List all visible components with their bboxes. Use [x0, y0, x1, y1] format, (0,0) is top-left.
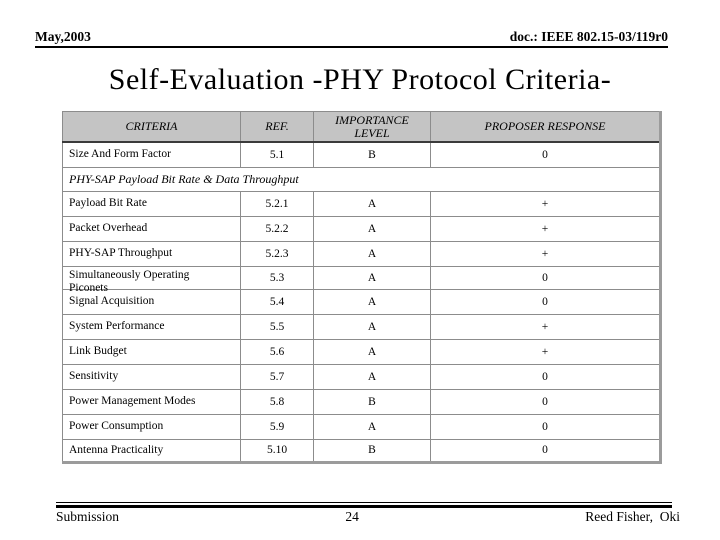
cell-criteria: Signal Acquisition — [62, 288, 241, 315]
cell-importance-level: A — [313, 338, 431, 365]
cell-importance-level: A — [313, 313, 431, 340]
cell-proposer-response: 0 — [430, 288, 661, 315]
table-row: Sensitivity 5.7 A 0 — [62, 363, 661, 390]
footer-submission-label: Submission — [56, 509, 120, 524]
cell-importance-level: A — [313, 190, 431, 217]
column-header-criteria: CRITERIA — [62, 111, 241, 143]
cell-criteria: Simultaneously Operating Piconets — [62, 265, 241, 294]
cell-importance-level: A — [313, 215, 431, 242]
section-header-label: PHY-SAP Payload Bit Rate & Data Throughp… — [62, 166, 661, 192]
page-title: Self-Evaluation -PHY Protocol Criteria- — [108, 63, 612, 96]
criteria-table: CRITERIA REF. IMPORTANCE LEVEL PROPOSER … — [62, 111, 662, 464]
cell-ref: 5.2.3 — [240, 240, 314, 267]
cell-proposer-response: + — [430, 190, 661, 217]
cell-ref: 5.6 — [240, 338, 314, 365]
footer-divider-thick-line — [56, 505, 672, 508]
cell-criteria: Sensitivity — [62, 363, 241, 390]
cell-criteria: Size And Form Factor — [62, 141, 241, 168]
cell-criteria: Power Management Modes — [62, 388, 241, 415]
table-row: Packet Overhead 5.2.2 A + — [62, 215, 661, 242]
cell-importance-level: A — [313, 265, 431, 290]
cell-ref: 5.8 — [240, 388, 314, 415]
cell-ref: 5.1 — [240, 141, 314, 168]
header-divider-line — [35, 46, 668, 48]
cell-importance-level: B — [313, 141, 431, 168]
slide-footer: Submission 24 Reed Fisher, Oki — [56, 509, 680, 525]
cell-proposer-response: 0 — [430, 265, 661, 290]
cell-criteria: Payload Bit Rate — [62, 190, 241, 217]
cell-importance-level: B — [313, 388, 431, 415]
table-row: System Performance 5.5 A + — [62, 313, 661, 340]
cell-proposer-response: + — [430, 240, 661, 267]
cell-ref: 5.3 — [240, 265, 314, 290]
cell-proposer-response: + — [430, 215, 661, 242]
table-row: Antenna Practicality 5.10 B 0 — [62, 438, 661, 463]
column-header-proposer-response: PROPOSER RESPONSE — [430, 111, 661, 143]
column-header-importance-level: IMPORTANCE LEVEL — [313, 111, 431, 143]
cell-ref: 5.2.1 — [240, 190, 314, 217]
cell-criteria: Power Consumption — [62, 413, 241, 440]
cell-criteria: Link Budget — [62, 338, 241, 365]
cell-criteria: PHY-SAP Throughput — [62, 240, 241, 267]
cell-proposer-response: 0 — [430, 413, 661, 440]
footer-divider-thin-line — [56, 502, 672, 503]
table-header-row: CRITERIA REF. IMPORTANCE LEVEL PROPOSER … — [62, 111, 661, 143]
cell-proposer-response: + — [430, 313, 661, 340]
cell-proposer-response: 0 — [430, 388, 661, 415]
table-section-row: PHY-SAP Payload Bit Rate & Data Throughp… — [62, 166, 661, 192]
cell-importance-level: A — [313, 363, 431, 390]
cell-ref: 5.9 — [240, 413, 314, 440]
cell-ref: 5.7 — [240, 363, 314, 390]
footer-author: Reed Fisher, Oki — [585, 509, 680, 524]
criteria-overflow-text: Simultaneously Operating Piconets — [69, 268, 190, 294]
cell-ref: 5.10 — [240, 438, 314, 463]
cell-ref: 5.2.2 — [240, 215, 314, 242]
table-row: Size And Form Factor 5.1 B 0 — [62, 141, 661, 168]
header-date: May,2003 — [35, 29, 91, 44]
header-doc-number: doc.: IEEE 802.15-03/119r0 — [509, 29, 668, 44]
cell-importance-level: A — [313, 413, 431, 440]
table-row: Power Consumption 5.9 A 0 — [62, 413, 661, 440]
cell-ref: 5.5 — [240, 313, 314, 340]
footer-page-number: 24 — [345, 509, 359, 524]
cell-proposer-response: 0 — [430, 363, 661, 390]
cell-importance-level: A — [313, 288, 431, 315]
table-row: Payload Bit Rate 5.2.1 A + — [62, 190, 661, 217]
table-row: Simultaneously Operating Piconets 5.3 A … — [62, 265, 661, 294]
table-row: PHY-SAP Throughput 5.2.3 A + — [62, 240, 661, 267]
cell-proposer-response: 0 — [430, 438, 661, 463]
cell-criteria: System Performance — [62, 313, 241, 340]
cell-ref: 5.4 — [240, 288, 314, 315]
cell-criteria: Antenna Practicality — [62, 438, 241, 463]
cell-importance-level: A — [313, 240, 431, 267]
cell-criteria: Packet Overhead — [62, 215, 241, 242]
table-row: Link Budget 5.6 A + — [62, 338, 661, 365]
cell-importance-level: B — [313, 438, 431, 463]
table-row: Power Management Modes 5.8 B 0 — [62, 388, 661, 415]
slide-header: May,2003 doc.: IEEE 802.15-03/119r0 — [35, 29, 668, 45]
column-header-ref: REF. — [240, 111, 314, 143]
cell-proposer-response: 0 — [430, 141, 661, 168]
cell-proposer-response: + — [430, 338, 661, 365]
